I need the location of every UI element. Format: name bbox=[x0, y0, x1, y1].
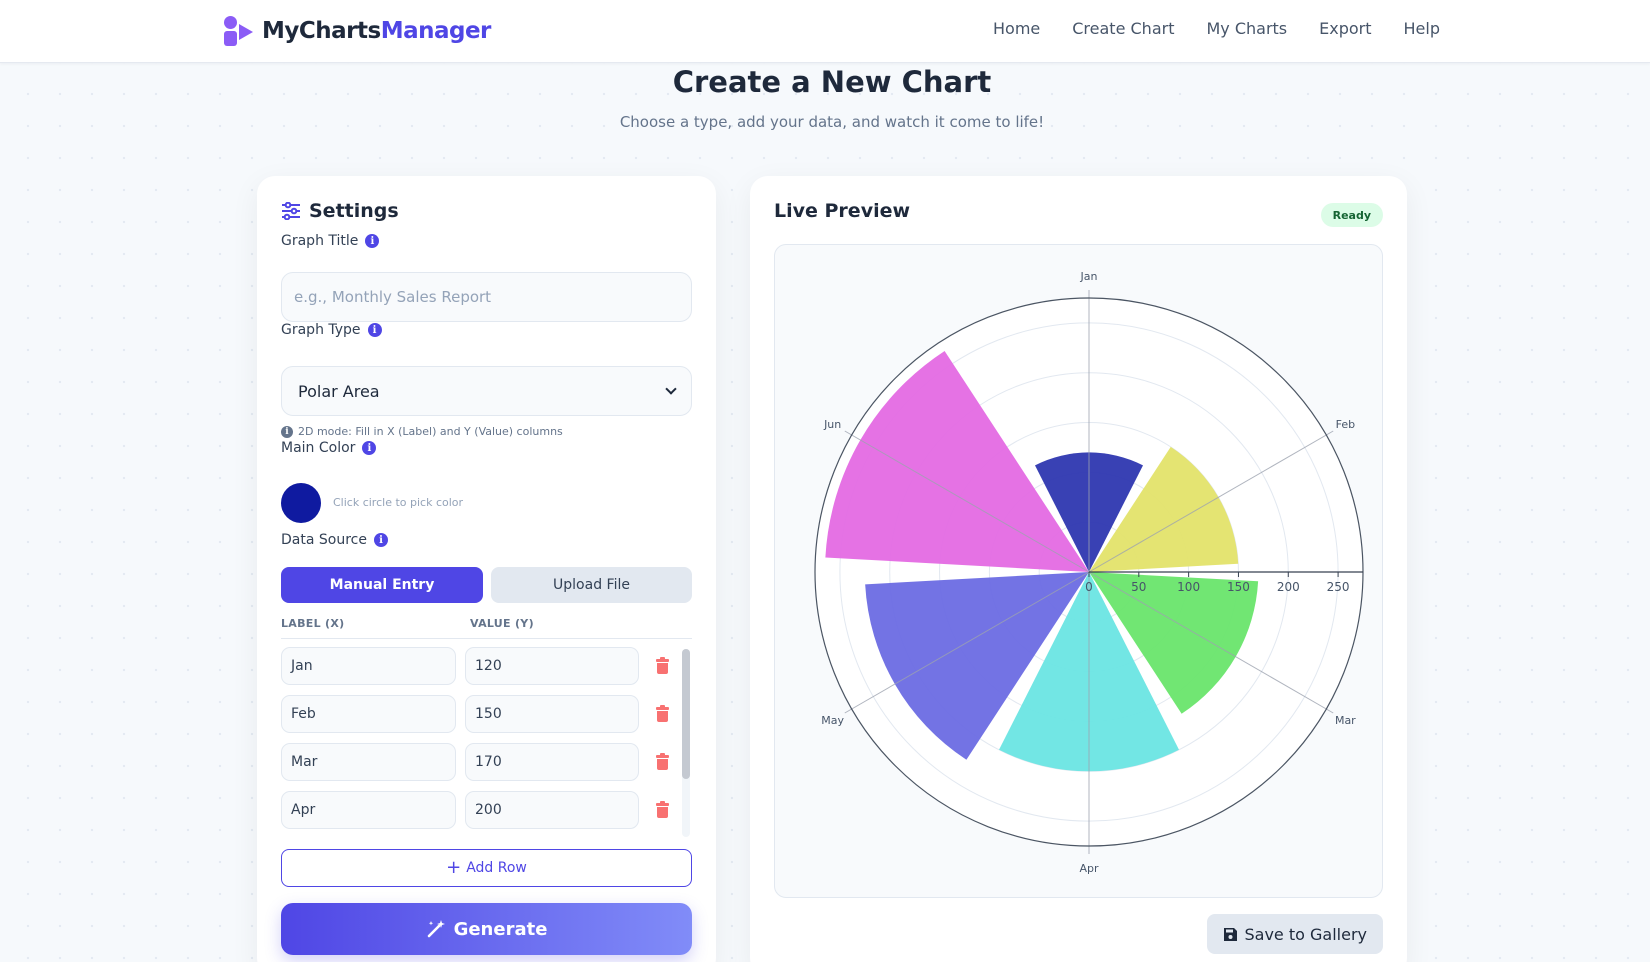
radial-tick-label: 200 bbox=[1277, 580, 1300, 594]
data-row: Apr 200 bbox=[281, 791, 692, 829]
color-picker-swatch[interactable] bbox=[281, 483, 321, 523]
radial-tick-label: 150 bbox=[1227, 580, 1250, 594]
divider bbox=[281, 638, 692, 639]
graph-title-input[interactable] bbox=[281, 272, 692, 322]
add-row-button[interactable]: + Add Row bbox=[281, 849, 692, 887]
data-rows-list: Jan 120 Feb 150 Mar 170 Apr 200 bbox=[281, 647, 692, 837]
page-subtitle: Choose a type, add your data, and watch … bbox=[619, 113, 1045, 131]
value-input[interactable]: 150 bbox=[465, 695, 639, 733]
upload-file-tab[interactable]: Upload File bbox=[491, 567, 692, 603]
data-source-label-text: Data Source bbox=[281, 532, 367, 548]
trash-icon[interactable] bbox=[656, 801, 669, 818]
info-icon[interactable]: i bbox=[373, 533, 388, 547]
radial-tick-label: 100 bbox=[1177, 580, 1200, 594]
manual-entry-tab[interactable]: Manual Entry bbox=[281, 567, 483, 603]
label-input[interactable]: Feb bbox=[281, 695, 456, 733]
graph-type-label: Graph Type i bbox=[281, 322, 382, 338]
sliders-icon bbox=[282, 202, 300, 220]
settings-heading: Settings bbox=[281, 200, 399, 222]
graph-title-label: Graph Title i bbox=[281, 233, 380, 249]
label-input[interactable]: Jan bbox=[281, 647, 456, 685]
angle-label: Feb bbox=[1336, 418, 1355, 431]
chart-canvas[interactable]: Jan Feb Mar Apr May Jun 0 50 100 150 200 250 bbox=[774, 244, 1383, 898]
label-input[interactable]: Mar bbox=[281, 743, 456, 781]
radial-tick-label: 0 bbox=[1085, 580, 1093, 594]
value-input[interactable]: 200 bbox=[465, 791, 639, 829]
save-to-gallery-button[interactable]: Save to Gallery bbox=[1206, 914, 1383, 954]
mode-hint-text: 2D mode: Fill in X (Label) and Y (Value)… bbox=[298, 425, 563, 438]
graph-type-select[interactable]: Polar Area bbox=[281, 366, 692, 416]
color-hint: Click circle to pick color bbox=[333, 496, 464, 509]
column-header-label: LABEL (X) bbox=[281, 617, 345, 630]
main-color-label-text: Main Color bbox=[281, 440, 356, 456]
data-row: Jan 120 bbox=[281, 647, 692, 685]
settings-panel: Settings Graph Title i Graph Type i Pola… bbox=[257, 176, 716, 962]
brand-logo-link[interactable]: MyChartsManager bbox=[222, 14, 491, 48]
data-row: Mar 170 bbox=[281, 743, 692, 781]
info-icon[interactable]: i bbox=[365, 234, 380, 248]
nav-create-chart[interactable]: Create Chart bbox=[1072, 19, 1175, 38]
trash-icon[interactable] bbox=[656, 657, 669, 674]
brand-name-part1: MyCharts bbox=[262, 18, 381, 44]
slice-may[interactable] bbox=[865, 572, 1089, 760]
label-input[interactable]: Apr bbox=[281, 791, 456, 829]
main-color-label: Main Color i bbox=[281, 440, 377, 456]
plus-icon: + bbox=[446, 857, 462, 878]
add-row-label: Add Row bbox=[466, 860, 527, 876]
value-input[interactable]: 170 bbox=[465, 743, 639, 781]
generate-button[interactable]: Generate bbox=[281, 903, 692, 955]
nav-export[interactable]: Export bbox=[1319, 19, 1372, 38]
preview-heading: Live Preview bbox=[774, 200, 911, 222]
angle-label: Jun bbox=[823, 418, 841, 431]
value-input[interactable]: 120 bbox=[465, 647, 639, 685]
radial-tick-label: 50 bbox=[1131, 580, 1146, 594]
graph-title-label-text: Graph Title bbox=[281, 233, 359, 249]
save-label: Save to Gallery bbox=[1244, 924, 1368, 944]
angle-label: Jan bbox=[1080, 270, 1098, 283]
graph-type-selected: Polar Area bbox=[298, 381, 380, 401]
column-header-value: VALUE (Y) bbox=[470, 617, 534, 630]
trash-icon[interactable] bbox=[656, 705, 669, 722]
data-source-label: Data Source i bbox=[281, 532, 388, 548]
nav-links: Home Create Chart My Charts Export Help bbox=[993, 19, 1440, 38]
brand-name: MyChartsManager bbox=[262, 18, 491, 44]
nav-my-charts[interactable]: My Charts bbox=[1206, 19, 1288, 38]
angle-label: Apr bbox=[1079, 862, 1099, 875]
nav-help[interactable]: Help bbox=[1403, 19, 1440, 38]
info-icon[interactable]: i bbox=[362, 441, 377, 455]
graph-type-label-text: Graph Type bbox=[281, 322, 361, 338]
info-icon: i bbox=[281, 425, 293, 438]
floppy-disk-icon bbox=[1223, 927, 1237, 941]
angle-label: Mar bbox=[1335, 714, 1356, 727]
brand-logo-icon bbox=[222, 14, 256, 48]
top-navbar: MyChartsManager Home Create Chart My Cha… bbox=[0, 0, 1650, 63]
slice-mar[interactable] bbox=[1089, 572, 1259, 714]
scrollbar-thumb[interactable] bbox=[682, 649, 690, 779]
magic-wand-icon bbox=[427, 920, 445, 938]
rows-scrollbar[interactable] bbox=[682, 649, 690, 837]
preview-panel: Live Preview Ready Jan Feb Mar Apr May Jun 0 50… bbox=[750, 176, 1407, 962]
page-title: Create a New Chart bbox=[672, 65, 992, 99]
polar-area-chart: Jan Feb Mar Apr May Jun 0 50 100 150 200 250 bbox=[814, 270, 1364, 875]
mode-hint: i 2D mode: Fill in X (Label) and Y (Valu… bbox=[281, 425, 563, 438]
settings-heading-text: Settings bbox=[309, 200, 399, 222]
generate-label: Generate bbox=[453, 918, 548, 940]
slice-jun[interactable] bbox=[825, 350, 1089, 572]
slice-feb[interactable] bbox=[1089, 446, 1239, 572]
chevron-down-icon bbox=[665, 383, 677, 395]
nav-home[interactable]: Home bbox=[993, 19, 1041, 38]
status-badge: Ready bbox=[1320, 203, 1383, 227]
brand-name-part2: Manager bbox=[380, 18, 492, 44]
data-row: Feb 150 bbox=[281, 695, 692, 733]
info-icon[interactable]: i bbox=[367, 323, 382, 337]
angle-label: May bbox=[821, 714, 844, 727]
trash-icon[interactable] bbox=[656, 753, 669, 770]
radial-tick-label: 250 bbox=[1327, 580, 1350, 594]
